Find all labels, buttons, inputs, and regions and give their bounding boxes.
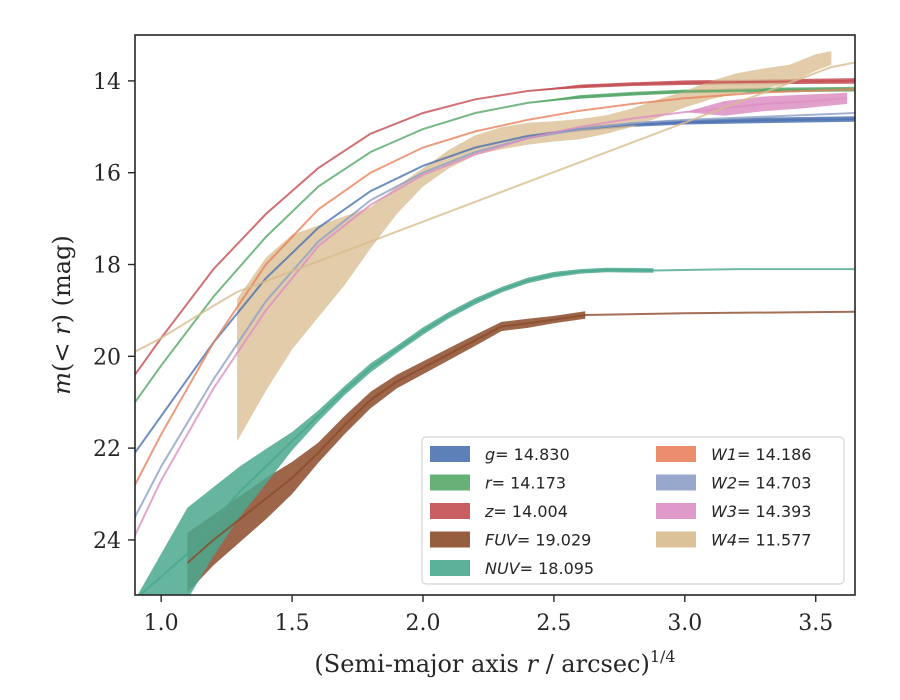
legend-swatch-z: [430, 503, 470, 519]
legend-label-w1: W1= 14.186: [711, 445, 811, 464]
x-tick-label: 1.0: [144, 611, 179, 636]
y-tick-label: 18: [93, 254, 121, 279]
x-tick-label: 3.0: [667, 611, 702, 636]
line-g: [135, 118, 855, 454]
line-nuv: [138, 268, 855, 595]
legend-label-z: z= 14.004: [484, 502, 568, 521]
legend-label-g: g= 14.830: [485, 445, 570, 464]
x-tick-label: 3.5: [798, 611, 833, 636]
line-w1: [135, 88, 855, 486]
legend-swatch-w1: [656, 446, 696, 462]
legend-entries: g= 14.830 r= 14.173 z= 14.004 FUV= 19.029 NU…: [430, 445, 811, 578]
legend: g= 14.830 r= 14.173 z= 14.004 FUV= 19.029 NU…: [421, 436, 845, 585]
line-z: [135, 79, 855, 376]
legend-label-w3: W3= 14.393: [711, 502, 811, 521]
legend-swatch-g: [430, 446, 470, 462]
line-w3: [135, 97, 848, 536]
line-w2: [135, 112, 855, 518]
line-w4: [135, 61, 855, 353]
legend-swatch-nuv: [430, 560, 470, 576]
legend-swatch-r: [430, 474, 470, 491]
legend-label-fuv: FUV= 19.029: [485, 531, 591, 550]
y-tick-label: 16: [93, 162, 121, 187]
y-tick-label: 22: [93, 437, 121, 462]
plot-frame: [134, 34, 856, 596]
x-tick-label: 1.5: [275, 611, 310, 636]
legend-swatch-w3: [656, 503, 696, 519]
series-lines: [135, 61, 855, 595]
legend-label-w4: W4= 11.577: [711, 531, 811, 550]
y-tick-label: 20: [93, 345, 121, 370]
line-fuv: [186, 310, 855, 564]
y-axis-label: m(< r) (mag): [48, 235, 76, 395]
legend-label-r: r= 14.173: [485, 474, 566, 493]
legend-swatch-w2: [656, 474, 696, 491]
x-tick-label: 2.0: [406, 611, 441, 636]
x-axis-ticks: 1.0 1.5 2.0 2.5 3.0 3.5: [144, 595, 833, 636]
y-tick-label: 14: [93, 70, 121, 95]
y-tick-label: 24: [93, 529, 121, 554]
legend-swatch-w4: [656, 531, 696, 548]
x-axis-label: (Semi-major axis r / arcsec)1/4: [314, 647, 675, 678]
legend-label-nuv: NUV= 18.095: [485, 559, 594, 578]
y-axis-ticks: 14 16 18 20 22 24: [93, 70, 135, 554]
line-r: [135, 88, 855, 403]
legend-label-w2: W2= 14.703: [711, 474, 811, 493]
x-tick-label: 2.5: [536, 611, 571, 636]
legend-box: [421, 436, 845, 585]
legend-swatch-fuv: [430, 531, 470, 548]
